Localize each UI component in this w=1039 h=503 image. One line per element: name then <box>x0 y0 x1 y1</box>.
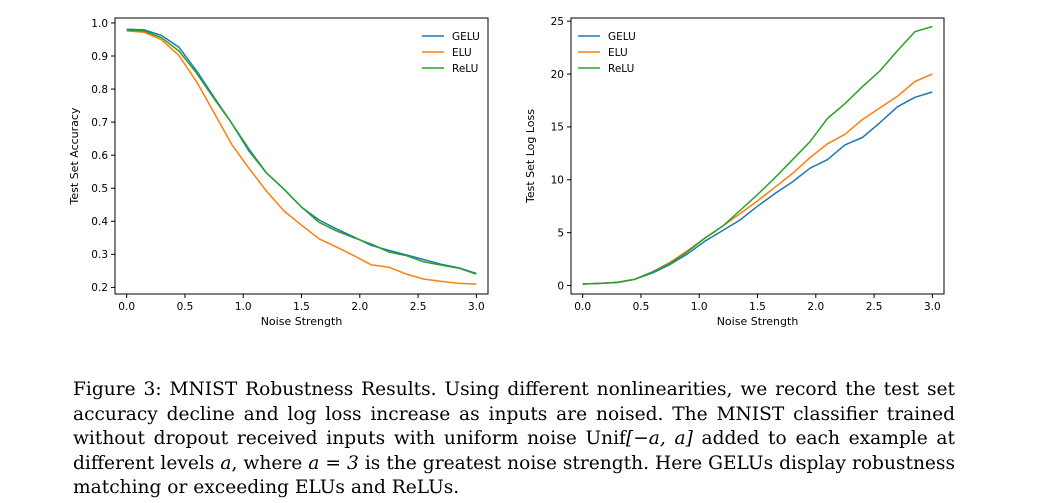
log-loss-series-elu <box>582 73 933 285</box>
y-tick-label: 25 <box>551 16 564 28</box>
y-tick-label: 0.3 <box>91 249 108 261</box>
legend-label-gelu: GELU <box>608 31 636 43</box>
x-tick-label: 1.0 <box>235 301 252 313</box>
accuracy-series-elu <box>126 30 477 285</box>
accuracy-chart-legend: GELU ELU ReLU <box>422 31 480 75</box>
x-tick-label: 2.0 <box>351 301 368 313</box>
y-tick-label: 0.2 <box>91 282 108 294</box>
log-loss-chart-ylabel: Test Set Log Loss <box>524 109 537 204</box>
y-tick-label: 0.9 <box>91 51 108 63</box>
y-tick-label: 1.0 <box>91 18 108 30</box>
x-tick-label: 1.0 <box>691 301 708 313</box>
log-loss-chart-ticks: 0.0 0.5 1.0 1.5 2.0 2.5 3.0 0 5 10 15 20 25 <box>551 16 941 313</box>
accuracy-chart-xlabel: Noise Strength <box>261 315 343 328</box>
x-tick-label: 1.5 <box>293 301 310 313</box>
caption-text-3: , where <box>231 452 303 474</box>
x-tick-label: 0.5 <box>177 301 194 313</box>
legend-label-elu: ELU <box>608 47 628 59</box>
x-tick-label: 1.5 <box>749 301 766 313</box>
caption-math-3: a = 3 <box>308 452 359 474</box>
y-tick-label: 0.6 <box>91 150 108 162</box>
caption-math-2: a <box>220 452 232 474</box>
y-tick-label: 20 <box>551 69 564 81</box>
x-tick-label: 3.0 <box>468 301 485 313</box>
x-tick-label: 2.5 <box>410 301 427 313</box>
accuracy-chart: 0.0 0.5 1.0 1.5 2.0 2.5 3.0 0.2 0.3 0.4 0.5 0.6 0.7 0… <box>68 17 489 328</box>
log-loss-chart-frame <box>570 17 945 295</box>
log-loss-chart: 0.0 0.5 1.0 1.5 2.0 2.5 3.0 0 5 10 15 20 25 GELU ELU R… <box>524 16 945 328</box>
log-loss-series-gelu <box>582 91 933 285</box>
legend-label-gelu: GELU <box>452 31 480 43</box>
x-tick-label: 3.0 <box>924 301 941 313</box>
x-tick-label: 2.5 <box>866 301 883 313</box>
y-tick-label: 0 <box>557 280 564 292</box>
accuracy-series-gelu <box>126 28 477 275</box>
log-loss-chart-xlabel: Noise Strength <box>717 315 799 328</box>
legend-label-relu: ReLU <box>452 63 478 75</box>
y-tick-label: 5 <box>557 227 564 239</box>
y-tick-label: 10 <box>551 175 564 187</box>
y-tick-label: 0.5 <box>91 183 108 195</box>
y-tick-label: 0.4 <box>91 216 108 228</box>
x-tick-label: 0.0 <box>574 301 591 313</box>
legend-label-elu: ELU <box>452 47 472 59</box>
caption-label: Figure 3: <box>73 379 162 400</box>
caption-math-1: [−a, a] <box>625 428 693 449</box>
log-loss-chart-lines <box>582 25 933 285</box>
accuracy-chart-ticks: 0.0 0.5 1.0 1.5 2.0 2.5 3.0 0.2 0.3 0.4 0.5 0.6 0.7 0… <box>91 18 484 313</box>
accuracy-chart-lines <box>126 28 477 285</box>
caption-text-4: is the greatest noise strength. Here GEL… <box>73 452 956 499</box>
accuracy-chart-frame <box>114 17 489 295</box>
figure: 0.0 0.5 1.0 1.5 2.0 2.5 3.0 0.2 0.3 0.4 0.5 0.6 0.7 0… <box>68 16 945 328</box>
caption-text-2: added to each example at different level… <box>73 428 955 474</box>
log-loss-chart-legend: GELU ELU ReLU <box>578 31 636 75</box>
y-tick-label: 0.8 <box>91 84 108 96</box>
x-tick-label: 0.5 <box>633 301 650 313</box>
accuracy-chart-ylabel: Test Set Accuracy <box>68 107 81 205</box>
x-tick-label: 0.0 <box>118 301 135 313</box>
caption-text-1: MNIST Robustness Results. Using differen… <box>73 379 956 449</box>
legend-label-relu: ReLU <box>608 63 634 75</box>
accuracy-series-relu <box>126 29 477 275</box>
x-tick-label: 2.0 <box>807 301 824 313</box>
figure-caption: Figure 3: MNIST Robustness Results. Usin… <box>73 378 955 501</box>
y-tick-label: 15 <box>551 122 564 134</box>
log-loss-series-relu <box>582 25 933 285</box>
y-tick-label: 0.7 <box>91 117 108 129</box>
